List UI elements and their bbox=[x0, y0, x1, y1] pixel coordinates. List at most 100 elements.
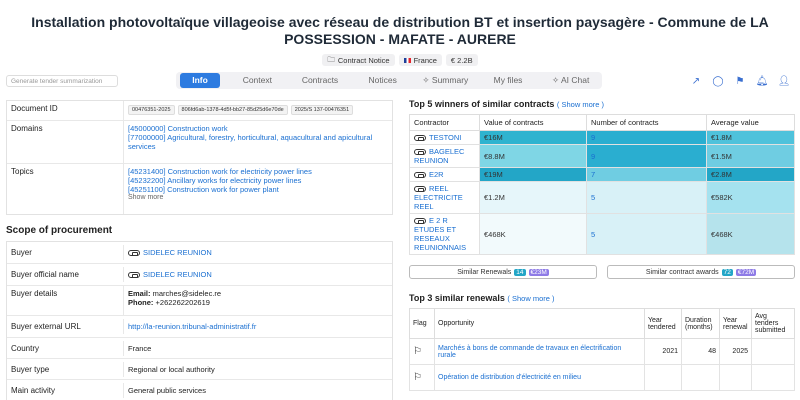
country-badge: France bbox=[398, 54, 442, 66]
average-value-cell: €2.8M bbox=[706, 167, 795, 182]
buyer-url-row: Buyer external URL http://la-reunion.tri… bbox=[7, 316, 392, 338]
notice-type-badge: 🗀 Contract Notice bbox=[322, 54, 395, 66]
contract-value-cell: €16M bbox=[479, 130, 587, 145]
renewal-row: ⚐ Marchés à bons de commande de travaux e… bbox=[409, 338, 795, 365]
renewals-show-more-link[interactable]: ( Show more ) bbox=[507, 294, 555, 303]
folder-icon: 🗀 bbox=[327, 54, 335, 64]
domain-link[interactable]: [77000000] Agricultural, forestry, horti… bbox=[128, 133, 373, 151]
domain-link[interactable]: [45000000] Construction work bbox=[128, 124, 228, 133]
buyer-table: Buyer SIDELEC REUNION Buyer official nam… bbox=[6, 241, 393, 400]
comment-icon[interactable]: ◯ bbox=[712, 75, 724, 87]
renewal-year-cell: 2021 bbox=[644, 338, 682, 365]
similar-awards-button[interactable]: Similar contract awards 72 €72M bbox=[607, 265, 795, 279]
winners-table: Contractor Value of contracts Number of … bbox=[409, 114, 795, 255]
tab-notices[interactable]: Notices bbox=[368, 75, 397, 85]
flag-icon[interactable]: ⚑ bbox=[735, 75, 745, 87]
generate-summary-button[interactable]: Generate tender summarization bbox=[6, 75, 118, 87]
average-value-cell: €1.5M bbox=[706, 144, 795, 168]
phone-value[interactable]: +262262202619 bbox=[155, 298, 210, 307]
topic-link[interactable]: [45232200] Ancillary works for electrici… bbox=[128, 176, 302, 185]
doc-id-row: Document ID 00476351-2025 806fd6ab-1378-4… bbox=[7, 101, 392, 121]
value-badge: € 2.2B bbox=[445, 54, 478, 66]
flag-icon[interactable]: ⚐ bbox=[409, 338, 435, 365]
renewal-year-cell bbox=[644, 364, 682, 391]
similar-renewals-button[interactable]: Similar Renewals 14 €23M bbox=[409, 265, 597, 279]
add-user-icon[interactable]: 👤︎ bbox=[777, 75, 791, 87]
contractor-link[interactable]: REEL ELECTRICITE REEL bbox=[414, 184, 463, 211]
renewal-duration-cell: 48 bbox=[681, 338, 720, 365]
buyer-official-row: Buyer official name SIDELEC REUNION bbox=[7, 264, 392, 286]
buyer-link[interactable]: SIDELEC REUNION bbox=[143, 248, 212, 257]
contract-count-cell: 9 bbox=[586, 144, 707, 168]
winners-title: Top 5 winners of similar contracts ( Sho… bbox=[409, 99, 604, 109]
tab-contracts[interactable]: Contracts bbox=[301, 75, 339, 85]
contract-count-cell: 9 bbox=[586, 130, 707, 145]
show-more-link[interactable]: Show more bbox=[128, 194, 164, 201]
similar-buttons: Similar Renewals 14 €23M Similar contrac… bbox=[409, 265, 795, 279]
buyer-official-link[interactable]: SIDELEC REUNION bbox=[143, 270, 212, 279]
main-activity-row: Main activity General public services bbox=[7, 380, 392, 400]
badge-row: 🗀 Contract Notice France € 2.2B bbox=[0, 54, 800, 66]
renewal-avg-cell bbox=[751, 338, 795, 365]
winner-row: TESTONI €16M 9 €1.8M bbox=[409, 130, 795, 145]
tab-info[interactable]: Info bbox=[180, 73, 220, 88]
buyer-row: Buyer SIDELEC REUNION bbox=[7, 242, 392, 264]
organization-icon bbox=[128, 272, 140, 279]
action-icons: ↗ ◯ ⚑ 🔔︎ 👤︎ bbox=[690, 75, 791, 87]
organization-icon bbox=[414, 172, 426, 179]
organization-icon bbox=[128, 250, 140, 257]
email-value[interactable]: marches@sidelec.re bbox=[152, 289, 222, 298]
organization-icon bbox=[414, 186, 426, 193]
france-flag-icon bbox=[403, 57, 411, 63]
tab-ai-chat[interactable]: ✧ AI Chat bbox=[552, 75, 590, 85]
organization-icon bbox=[414, 135, 426, 142]
winner-row: E 2 R ETUDES ET RESEAUX REUNIONNAIS €468K… bbox=[409, 213, 795, 255]
average-value-cell: €468K bbox=[706, 213, 795, 255]
contractor-link[interactable]: E 2 R ETUDES ET RESEAUX REUNIONNAIS bbox=[414, 216, 467, 252]
tab-context[interactable]: Context bbox=[242, 75, 272, 85]
stats-panel: Top 5 winners of similar contracts ( Sho… bbox=[409, 99, 795, 391]
contractor-link[interactable]: TESTONI bbox=[429, 133, 462, 142]
topics-row: Topics [45231400] Construction work for … bbox=[7, 164, 392, 214]
page-title: Installation photovoltaïque villageoise … bbox=[31, 14, 769, 47]
organization-icon bbox=[414, 218, 426, 225]
tab-bar: Info Context Contracts Notices ✧ Summary… bbox=[176, 72, 602, 89]
doc-id-chip[interactable]: 806fd6ab-1378-4d5f-bb27-85d25d6e70de bbox=[177, 105, 288, 115]
renewals-table: Flag Opportunity Year tendered Duration … bbox=[409, 308, 795, 391]
tab-summary[interactable]: ✧ Summary bbox=[422, 75, 469, 85]
doc-id-chip[interactable]: 2025/S 137-00476351 bbox=[290, 105, 354, 115]
winner-row: E2R €19M 7 €2.8M bbox=[409, 167, 795, 182]
renewals-title: Top 3 similar renewals ( Show more ) bbox=[409, 293, 555, 303]
winner-row: REEL ELECTRICITE REEL €1.2M 5 €582K bbox=[409, 181, 795, 214]
buyer-type-row: Buyer type Regional or local authority bbox=[7, 359, 392, 380]
average-value-cell: €1.8M bbox=[706, 130, 795, 145]
share-icon[interactable]: ↗ bbox=[691, 75, 701, 87]
info-panel: Document ID 00476351-2025 806fd6ab-1378-4… bbox=[6, 100, 393, 400]
renewal-renewal-cell bbox=[719, 364, 752, 391]
buyer-url-link[interactable]: http://la-reunion.tribunal-administratif… bbox=[128, 322, 257, 331]
contract-count-cell: 7 bbox=[586, 167, 707, 182]
buyer-details-row: Buyer details Email: marches@sidelec.re … bbox=[7, 286, 392, 316]
bell-icon[interactable]: 🔔︎ bbox=[755, 75, 769, 87]
contract-value-cell: €468K bbox=[479, 213, 587, 255]
topic-link[interactable]: [45251100] Construction work for power p… bbox=[128, 185, 279, 194]
topic-link[interactable]: [45231400] Construction work for electri… bbox=[128, 167, 312, 176]
flag-icon[interactable]: ⚐ bbox=[409, 364, 435, 391]
tab-my-files[interactable]: My files bbox=[493, 75, 523, 85]
domains-row: Domains [45000000] Construction work [77… bbox=[7, 121, 392, 164]
winners-show-more-link[interactable]: ( Show more ) bbox=[556, 100, 604, 109]
sparkle-icon: ✧ bbox=[552, 75, 562, 85]
sparkle-icon: ✧ bbox=[422, 75, 432, 85]
opportunity-link[interactable]: Marchés à bons de commande de travaux en… bbox=[434, 338, 645, 365]
organization-icon bbox=[414, 149, 426, 156]
renewal-row: ⚐ Opération de distribution d'électricité… bbox=[409, 364, 795, 391]
contractor-link[interactable]: E2R bbox=[429, 170, 444, 179]
contract-value-cell: €19M bbox=[479, 167, 587, 182]
document-table: Document ID 00476351-2025 806fd6ab-1378-4… bbox=[6, 100, 393, 215]
renewal-renewal-cell: 2025 bbox=[719, 338, 752, 365]
opportunity-link[interactable]: Opération de distribution d'électricité … bbox=[434, 364, 645, 391]
average-value-cell: €582K bbox=[706, 181, 795, 214]
doc-id-chip[interactable]: 00476351-2025 bbox=[128, 105, 175, 115]
scope-title: Scope of procurement bbox=[6, 225, 113, 236]
contractor-link[interactable]: BAGELEC REUNION bbox=[414, 147, 465, 165]
